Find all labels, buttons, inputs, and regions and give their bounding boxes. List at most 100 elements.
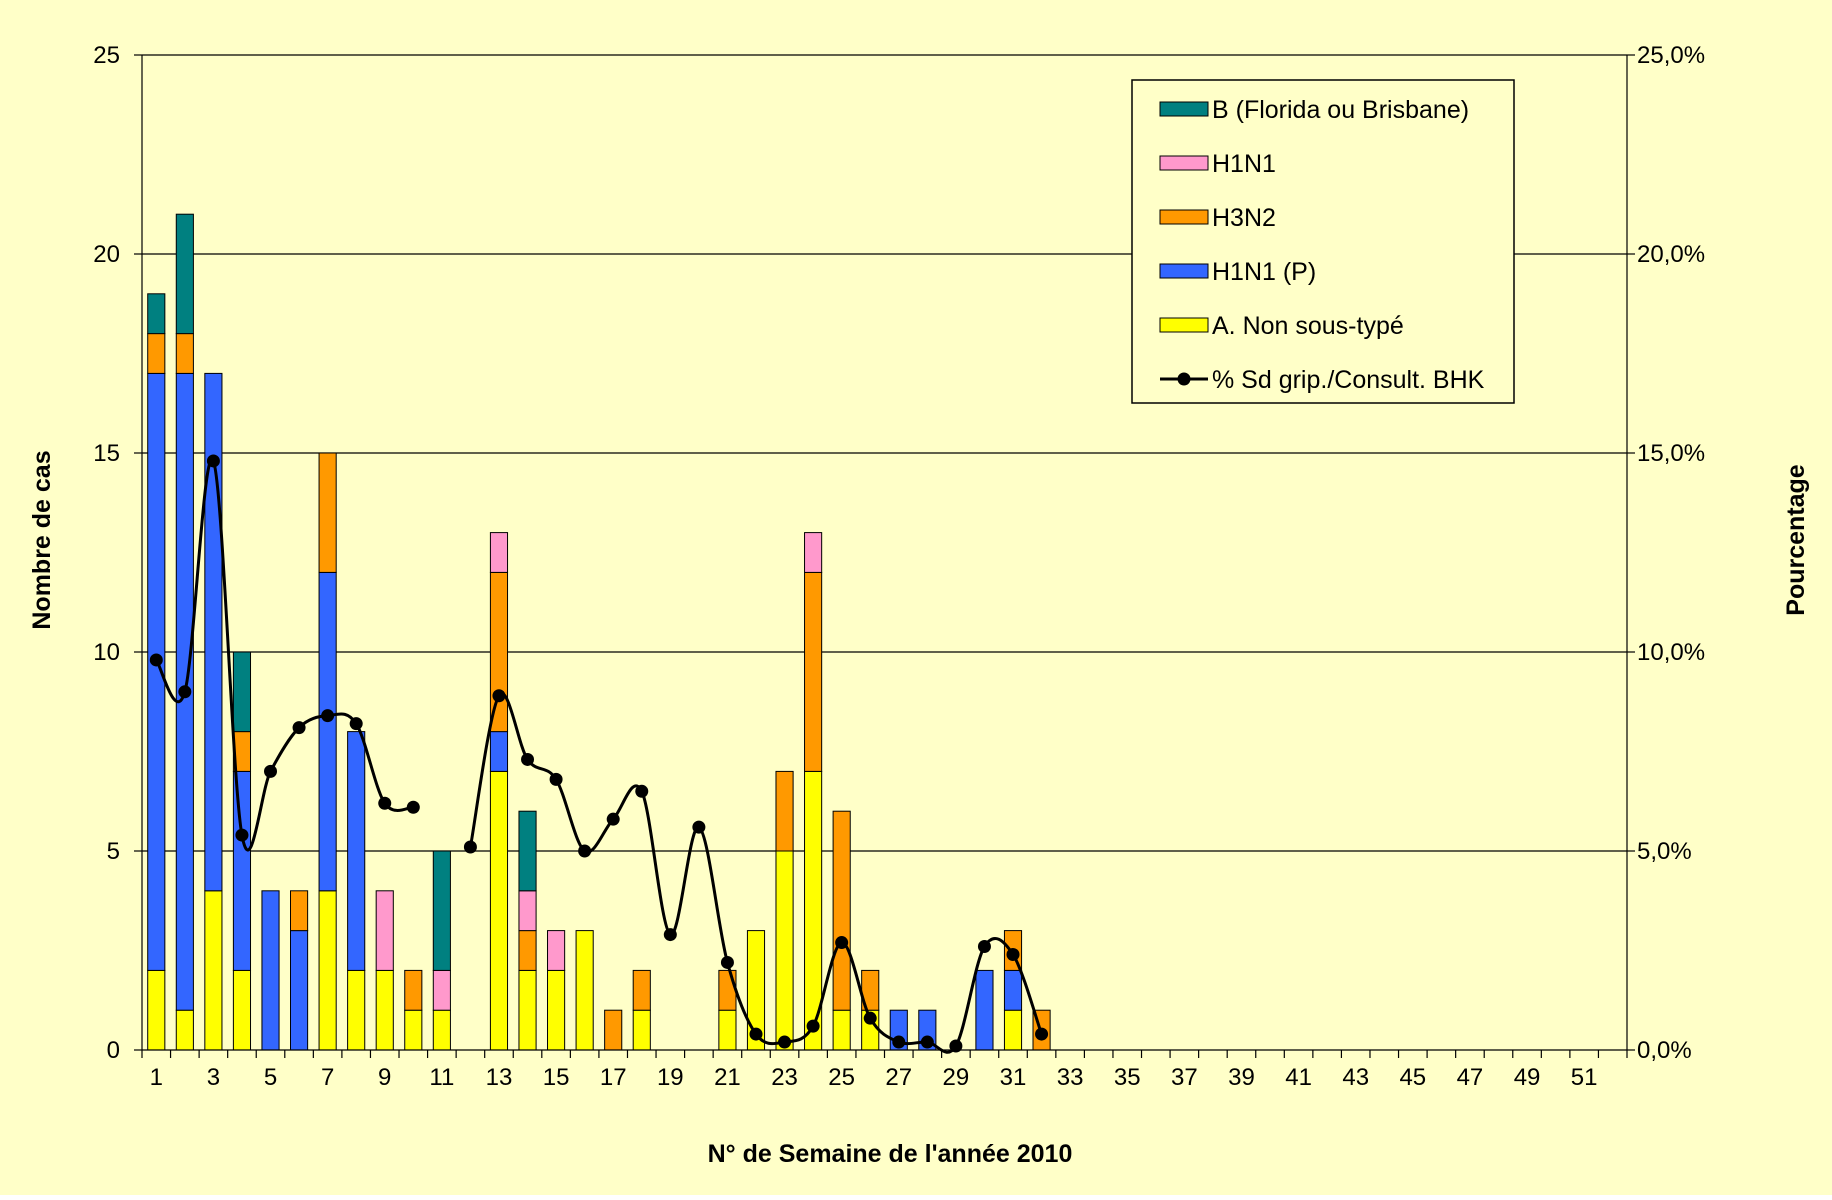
x-tick-label: 21	[714, 1064, 741, 1091]
legend-marker	[1177, 372, 1191, 386]
line-point	[149, 653, 163, 667]
legend-label: % Sd grip./Consult. BHK	[1212, 366, 1485, 394]
line-point	[1035, 1027, 1049, 1041]
bar-segment	[375, 890, 394, 971]
bar-segment	[175, 333, 194, 374]
bar-segment	[832, 1009, 851, 1051]
legend-label: H1N1 (P)	[1212, 258, 1316, 286]
x-tick-label: 35	[1114, 1064, 1141, 1091]
bar-segment	[1003, 1009, 1023, 1051]
line-point	[835, 936, 849, 950]
right-tick-label: 25,0%	[1637, 42, 1705, 69]
bar-segment	[832, 810, 851, 1011]
legend-swatch	[1159, 209, 1209, 225]
legend-swatch	[1159, 155, 1209, 171]
bar-segment	[518, 890, 537, 932]
line-point	[349, 717, 363, 731]
bar-segment	[318, 452, 337, 573]
line-point	[264, 764, 278, 778]
line-point	[463, 840, 477, 854]
right-tick-label: 15,0%	[1637, 440, 1705, 467]
line-point	[720, 955, 734, 969]
line-point	[406, 800, 420, 814]
line-point	[606, 812, 620, 826]
x-axis-title: N° de Semaine de l'année 2010	[708, 1140, 1073, 1168]
bar-segment	[547, 930, 566, 971]
bar-segment	[518, 810, 537, 892]
bar-segment	[1003, 969, 1023, 1011]
bar-segment	[489, 770, 509, 1051]
x-tick-label: 13	[486, 1064, 513, 1091]
bar-segment	[404, 969, 423, 1011]
x-tick-label: 49	[1514, 1064, 1541, 1091]
legend-label: H3N2	[1212, 204, 1276, 232]
line-point	[863, 1011, 877, 1025]
bar-segment	[290, 890, 309, 932]
bar-segment	[347, 969, 366, 1051]
bar-segment	[518, 969, 537, 1051]
line-point	[321, 709, 335, 723]
line-point	[292, 721, 306, 735]
line-point	[892, 1035, 906, 1049]
x-tick-label: 47	[1457, 1064, 1484, 1091]
legend-swatch	[1159, 263, 1209, 279]
line-path	[154, 457, 414, 852]
bar-segment	[175, 213, 194, 335]
x-tick-label: 31	[1000, 1064, 1027, 1091]
x-tick-label: 39	[1228, 1064, 1255, 1091]
bar-segment	[204, 372, 223, 892]
x-tick-label: 19	[657, 1064, 684, 1091]
bar-segment	[775, 770, 794, 852]
x-tick-label: 15	[543, 1064, 570, 1091]
bar-segment	[518, 930, 537, 971]
x-tick-label: 37	[1171, 1064, 1198, 1091]
x-tick-label: 25	[828, 1064, 855, 1091]
right-tick-label: 0,0%	[1637, 1037, 1692, 1064]
legend-label: B (Florida ou Brisbane)	[1212, 96, 1469, 124]
left-tick-labels: 0 5 10 15 20 25	[93, 42, 120, 1064]
x-tick-label: 45	[1399, 1064, 1426, 1091]
bar-segment	[347, 731, 366, 971]
bar-segment	[775, 850, 794, 1051]
line-point	[578, 844, 592, 858]
axes	[134, 54, 1635, 1058]
bar-segment	[718, 969, 737, 1011]
line-point	[778, 1035, 792, 1049]
bar-segment	[318, 571, 337, 892]
line-point	[206, 454, 220, 468]
x-tick-label: 29	[943, 1064, 970, 1091]
bar-segment	[547, 969, 566, 1051]
line-point	[663, 928, 677, 942]
legend-swatch	[1159, 317, 1209, 333]
bar-segment	[147, 333, 166, 374]
right-tick-labels: 0,0% 5,0% 10,0% 15,0% 20,0% 25,0%	[1637, 42, 1705, 1064]
left-tick-label: 20	[93, 241, 120, 268]
x-tick-label: 3	[207, 1064, 220, 1091]
bar-segment	[318, 890, 337, 1051]
x-tick-label: 23	[771, 1064, 798, 1091]
x-tick-label: 43	[1342, 1064, 1369, 1091]
line-point	[549, 772, 563, 786]
bar-segment	[404, 1009, 423, 1051]
bar-segment	[575, 930, 594, 1051]
right-tick-label: 20,0%	[1637, 241, 1705, 268]
line-point	[378, 796, 392, 810]
left-tick-label: 10	[93, 639, 120, 666]
left-tick-label: 25	[93, 42, 120, 69]
line-series	[149, 454, 1049, 1054]
x-tick-label: 27	[885, 1064, 912, 1091]
legend: B (Florida ou Brisbane) H1N1 H3N2 H1N1 (P) A…	[1131, 79, 1515, 404]
bar-segment	[147, 969, 166, 1051]
bar-segment	[489, 731, 509, 772]
line-point	[235, 828, 249, 842]
bar-segment	[232, 969, 252, 1051]
bar-segment	[232, 770, 252, 971]
bar-segment	[204, 890, 223, 1051]
legend-box	[1131, 79, 1515, 404]
x-tick-label: 5	[264, 1064, 277, 1091]
bar-segment	[175, 1009, 194, 1051]
line-point	[977, 940, 991, 954]
x-tick-label: 33	[1057, 1064, 1084, 1091]
line-point	[178, 685, 192, 699]
x-tick-label: 9	[378, 1064, 391, 1091]
